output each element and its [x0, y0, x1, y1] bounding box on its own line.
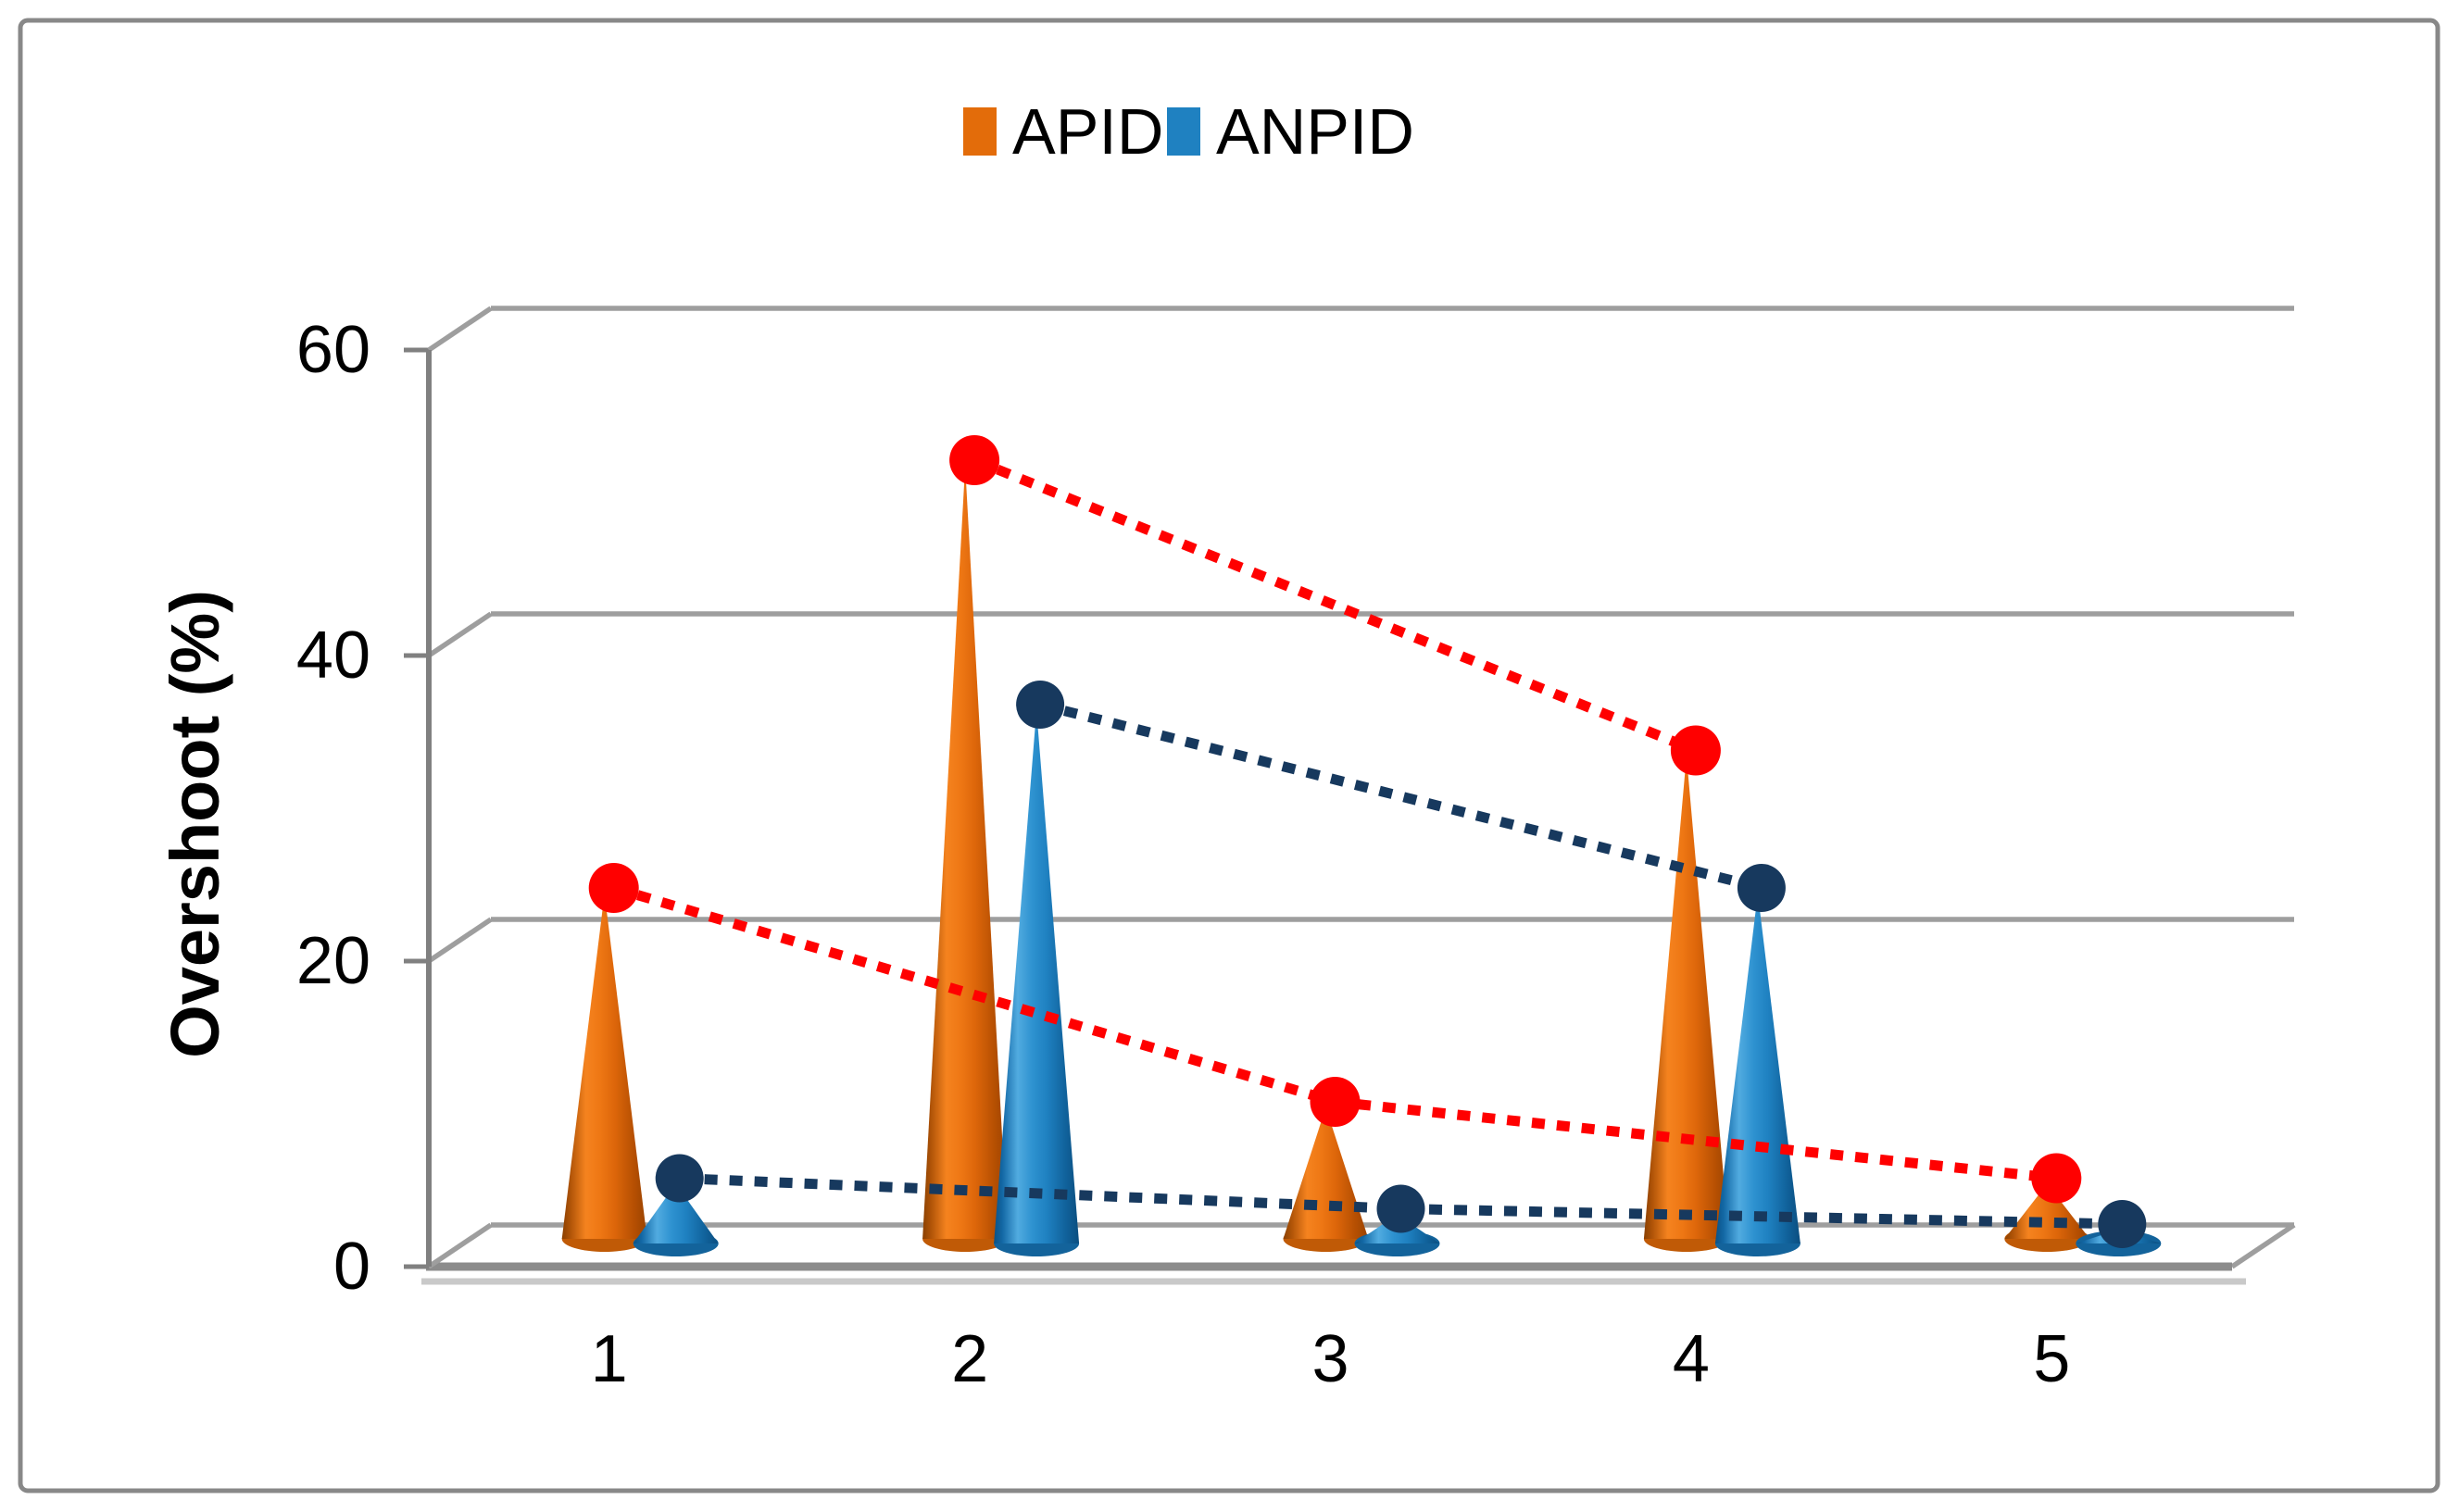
- y-tick-label: 60: [296, 313, 370, 387]
- gridline-depth-segment: [427, 306, 493, 353]
- y-tick-label: 20: [296, 924, 370, 998]
- apid-marker: [588, 863, 639, 913]
- anpid-marker: [2098, 1200, 2147, 1248]
- legend-swatch-anpid: [1167, 107, 1200, 156]
- anpid-cone: [633, 1183, 719, 1243]
- x-category-labels: 1 2 3 4 5: [591, 1322, 2071, 1396]
- series-markers: [588, 435, 2147, 1248]
- x-category-label: 2: [951, 1322, 988, 1396]
- anpid-marker: [1737, 864, 1786, 912]
- apid-marker: [2031, 1153, 2082, 1204]
- apid-cone: [922, 466, 1009, 1239]
- apid-marker: [949, 435, 1000, 485]
- gridline-depth-segment: [427, 917, 493, 964]
- anpid-marker: [1016, 681, 1065, 729]
- apid-cone: [2004, 1183, 2090, 1239]
- apid-marker: [1310, 1077, 1361, 1127]
- y-tick-label: 0: [333, 1230, 370, 1304]
- x-category-label: 3: [1311, 1322, 1349, 1396]
- anpid-cone: [1714, 893, 1800, 1243]
- gridline-depth-segment: [427, 1222, 493, 1269]
- x-category-label: 5: [2033, 1322, 2070, 1396]
- anpid-trend-line: [679, 1173, 2123, 1230]
- anpid-marker: [655, 1154, 704, 1203]
- apid-marker: [1670, 725, 1721, 776]
- y-tick-label: 40: [296, 619, 370, 693]
- anpid-cone: [994, 710, 1080, 1243]
- anpid-marker: [1376, 1184, 1425, 1233]
- gridline-depth-segment: [427, 611, 493, 658]
- y-axis-title: Overshoot (%): [157, 590, 233, 1058]
- legend-label-anpid: ANPID: [1216, 95, 1414, 168]
- apid-trend-line: [972, 455, 1698, 756]
- x-category-label: 1: [591, 1322, 628, 1396]
- legend: APID ANPID: [963, 95, 1414, 168]
- x-category-label: 4: [1673, 1322, 1710, 1396]
- floor-right-edge: [2230, 1222, 2296, 1269]
- legend-label-apid: APID: [1012, 95, 1163, 168]
- apid-cone: [1643, 756, 1729, 1239]
- apid-cone: [561, 893, 647, 1239]
- legend-swatch-apid: [963, 107, 997, 156]
- cone-columns: [561, 466, 2162, 1256]
- y-tick-labels: 0 20 40 60: [296, 313, 370, 1304]
